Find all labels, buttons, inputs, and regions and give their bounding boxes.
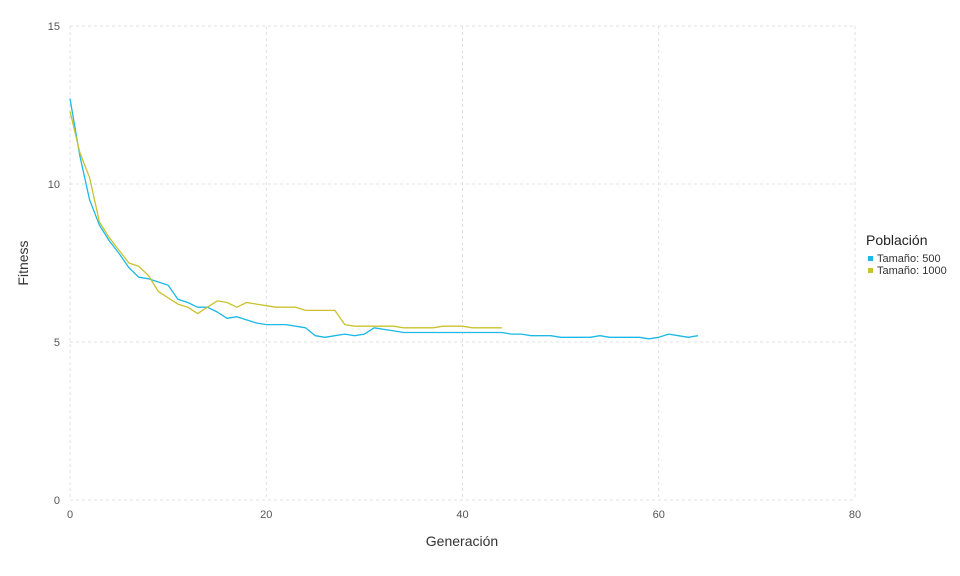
y-tick-label: 0 (54, 495, 60, 507)
x-tick-label: 40 (456, 509, 468, 521)
legend-swatch-2 (868, 268, 873, 273)
grid-layer (69, 25, 856, 501)
series-line-1 (69, 98, 699, 340)
tick-layer: 0 20 40 60 80 0 5 10 15 (48, 21, 861, 521)
y-tick-label: 5 (54, 337, 60, 349)
legend-title: Población (866, 232, 928, 248)
x-axis-label: Generación (426, 533, 498, 549)
y-tick-label: 10 (48, 179, 60, 191)
x-tick-label: 80 (849, 509, 861, 521)
x-tick-label: 0 (67, 509, 73, 521)
legend-label-1: Tamaño: 500 (877, 253, 941, 265)
y-tick-label: 15 (48, 21, 60, 33)
legend-swatch-1 (868, 256, 873, 261)
legend-label-2: Tamaño: 1000 (877, 265, 947, 277)
series-layer (69, 98, 699, 340)
series-line-2 (69, 111, 502, 329)
y-axis-label: Fitness (15, 240, 31, 285)
x-tick-label: 20 (260, 509, 272, 521)
x-tick-label: 60 (653, 509, 665, 521)
